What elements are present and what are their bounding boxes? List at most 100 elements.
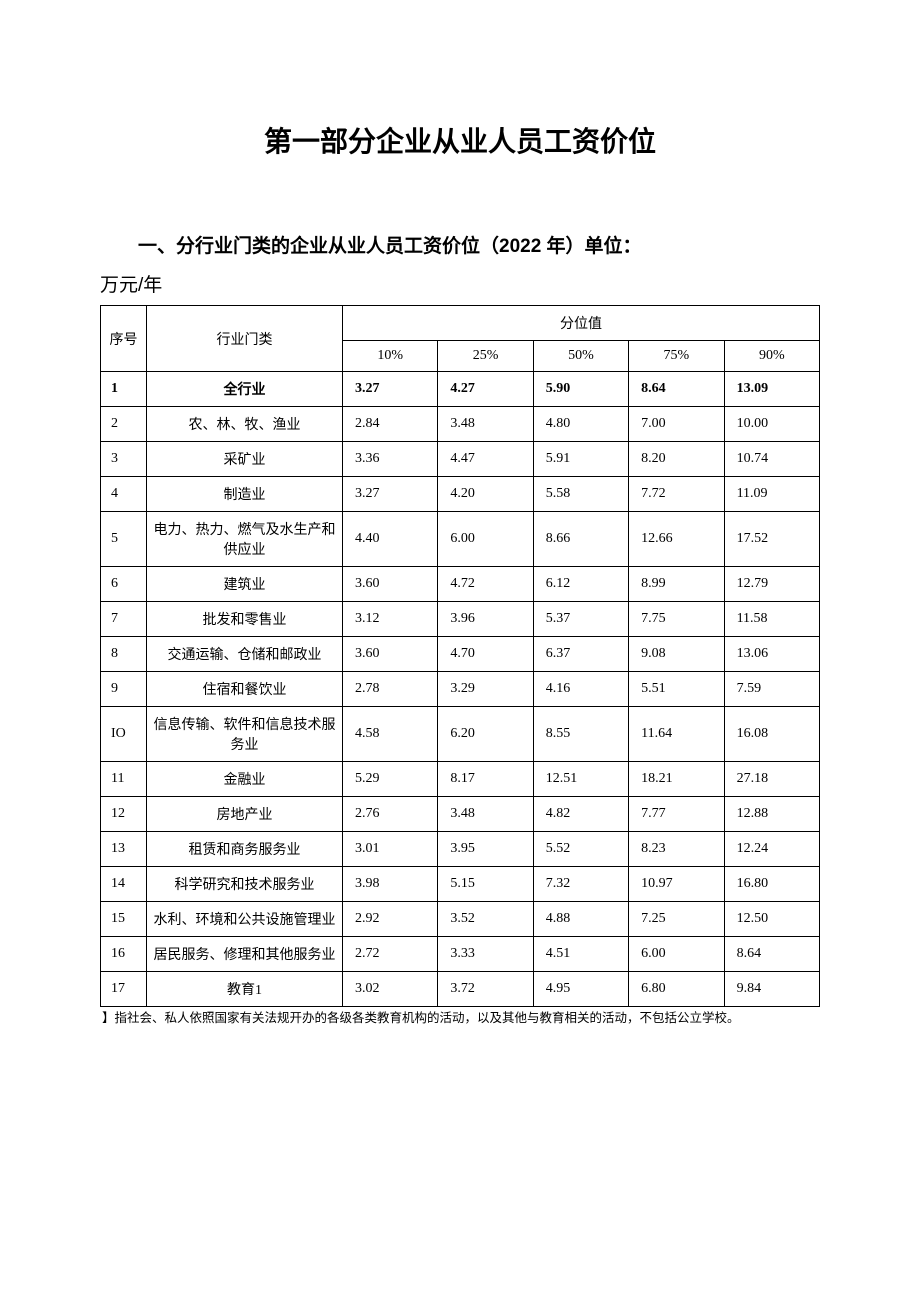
th-percentile-group: 分位值 (343, 306, 820, 341)
cell-seq: 17 (101, 972, 147, 1007)
table-row: 9住宿和餐饮业2.783.294.165.517.59 (101, 672, 820, 707)
table-row: 16居民服务、修理和其他服务业2.723.334.516.008.64 (101, 937, 820, 972)
cell-seq: 1 (101, 372, 147, 407)
cell-value: 3.12 (343, 602, 438, 637)
cell-value: 2.84 (343, 407, 438, 442)
wage-table: 序号 行业门类 分位值 10% 25% 50% 75% 90% 1全行业3.27… (100, 305, 820, 1007)
cell-value: 3.95 (438, 832, 533, 867)
table-row: 14科学研究和技术服务业3.985.157.3210.9716.80 (101, 867, 820, 902)
th-p90: 90% (724, 341, 819, 372)
cell-category: 制造业 (147, 477, 343, 512)
cell-value: 27.18 (724, 762, 819, 797)
cell-value: 4.58 (343, 707, 438, 762)
cell-category: 全行业 (147, 372, 343, 407)
cell-seq: 2 (101, 407, 147, 442)
cell-value: 12.79 (724, 567, 819, 602)
cell-seq: 13 (101, 832, 147, 867)
cell-value: 4.82 (533, 797, 628, 832)
table-row: 4制造业3.274.205.587.7211.09 (101, 477, 820, 512)
cell-category: 住宿和餐饮业 (147, 672, 343, 707)
th-p50: 50% (533, 341, 628, 372)
unit-label: 万元/年 (100, 270, 820, 297)
table-row: 17教育13.023.724.956.809.84 (101, 972, 820, 1007)
cell-value: 8.23 (629, 832, 724, 867)
cell-value: 4.20 (438, 477, 533, 512)
cell-value: 3.72 (438, 972, 533, 1007)
table-row: 8交通运输、仓储和邮政业3.604.706.379.0813.06 (101, 637, 820, 672)
table-row: 11金融业5.298.1712.5118.2127.18 (101, 762, 820, 797)
cell-value: 11.09 (724, 477, 819, 512)
cell-value: 7.75 (629, 602, 724, 637)
th-p10: 10% (343, 341, 438, 372)
cell-value: 9.84 (724, 972, 819, 1007)
cell-seq: 12 (101, 797, 147, 832)
cell-seq: 15 (101, 902, 147, 937)
cell-value: 3.02 (343, 972, 438, 1007)
table-row: 1全行业3.274.275.908.6413.09 (101, 372, 820, 407)
table-row: IO信息传输、软件和信息技术服务业4.586.208.5511.6416.08 (101, 707, 820, 762)
th-p75: 75% (629, 341, 724, 372)
cell-value: 10.00 (724, 407, 819, 442)
cell-value: 6.12 (533, 567, 628, 602)
section-subtitle: 一、分行业门类的企业从业人员工资价位（2022 年）单位： (100, 230, 820, 264)
cell-value: 3.36 (343, 442, 438, 477)
cell-value: 10.74 (724, 442, 819, 477)
cell-value: 17.52 (724, 512, 819, 567)
table-row: 12房地产业2.763.484.827.7712.88 (101, 797, 820, 832)
cell-value: 8.55 (533, 707, 628, 762)
cell-value: 2.78 (343, 672, 438, 707)
cell-value: 5.37 (533, 602, 628, 637)
cell-category: 电力、热力、燃气及水生产和供应业 (147, 512, 343, 567)
cell-value: 10.97 (629, 867, 724, 902)
cell-value: 5.52 (533, 832, 628, 867)
table-row: 7批发和零售业3.123.965.377.7511.58 (101, 602, 820, 637)
cell-value: 5.29 (343, 762, 438, 797)
cell-value: 4.95 (533, 972, 628, 1007)
cell-value: 4.16 (533, 672, 628, 707)
cell-value: 6.37 (533, 637, 628, 672)
th-seq: 序号 (101, 306, 147, 372)
cell-value: 12.24 (724, 832, 819, 867)
cell-value: 6.20 (438, 707, 533, 762)
cell-category: 教育1 (147, 972, 343, 1007)
cell-value: 3.60 (343, 637, 438, 672)
cell-seq: 6 (101, 567, 147, 602)
cell-value: 6.00 (629, 937, 724, 972)
cell-value: 12.66 (629, 512, 724, 567)
cell-value: 6.80 (629, 972, 724, 1007)
cell-category: 农、林、牧、渔业 (147, 407, 343, 442)
cell-value: 7.77 (629, 797, 724, 832)
cell-value: 3.52 (438, 902, 533, 937)
table-row: 6建筑业3.604.726.128.9912.79 (101, 567, 820, 602)
cell-seq: IO (101, 707, 147, 762)
cell-category: 采矿业 (147, 442, 343, 477)
cell-value: 8.99 (629, 567, 724, 602)
cell-value: 8.64 (724, 937, 819, 972)
cell-value: 11.64 (629, 707, 724, 762)
cell-value: 3.96 (438, 602, 533, 637)
cell-value: 7.72 (629, 477, 724, 512)
cell-value: 7.32 (533, 867, 628, 902)
cell-value: 3.48 (438, 797, 533, 832)
cell-value: 5.90 (533, 372, 628, 407)
cell-value: 2.72 (343, 937, 438, 972)
cell-value: 3.98 (343, 867, 438, 902)
cell-value: 7.59 (724, 672, 819, 707)
cell-value: 9.08 (629, 637, 724, 672)
cell-category: 水利、环境和公共设施管理业 (147, 902, 343, 937)
cell-value: 12.88 (724, 797, 819, 832)
cell-value: 3.01 (343, 832, 438, 867)
th-category: 行业门类 (147, 306, 343, 372)
cell-seq: 8 (101, 637, 147, 672)
cell-value: 8.17 (438, 762, 533, 797)
cell-value: 3.33 (438, 937, 533, 972)
cell-value: 4.51 (533, 937, 628, 972)
table-body: 1全行业3.274.275.908.6413.092农、林、牧、渔业2.843.… (101, 372, 820, 1007)
cell-value: 12.51 (533, 762, 628, 797)
cell-seq: 9 (101, 672, 147, 707)
cell-value: 3.48 (438, 407, 533, 442)
cell-value: 4.80 (533, 407, 628, 442)
cell-seq: 5 (101, 512, 147, 567)
cell-category: 信息传输、软件和信息技术服务业 (147, 707, 343, 762)
cell-seq: 4 (101, 477, 147, 512)
